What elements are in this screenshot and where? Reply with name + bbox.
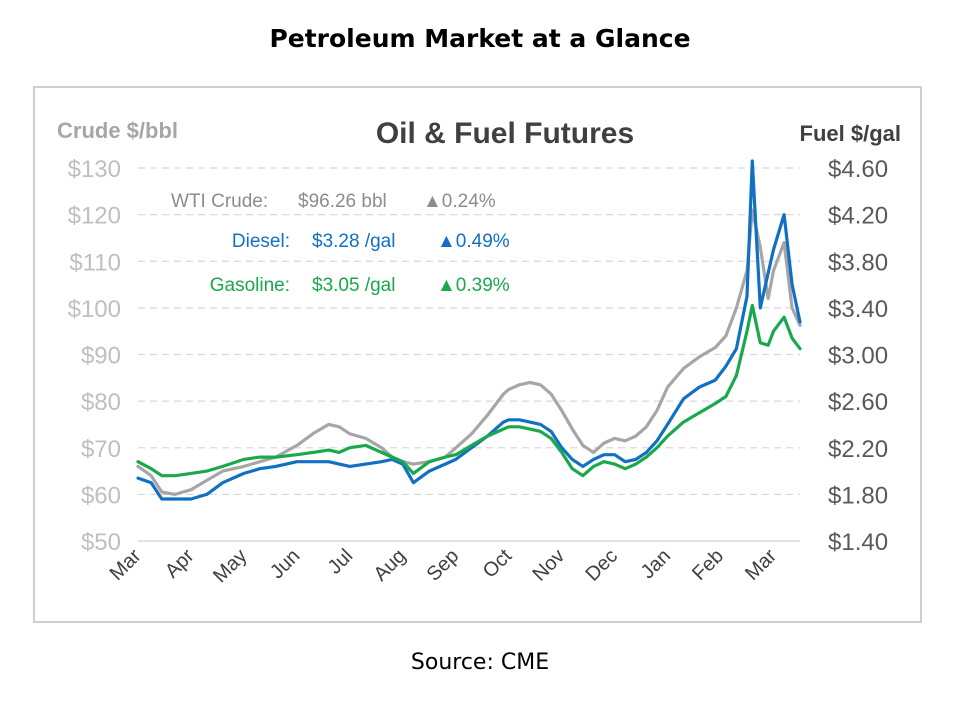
x-tick-label: Jul: [324, 545, 358, 579]
y-right-tick-label: $1.40: [828, 529, 888, 556]
x-tick-label: Nov: [529, 545, 570, 586]
y-right-ticks: $1.40 $1.80 $2.20 $2.60 $3.00 $3.40 $3.80 $4.20…: [828, 156, 888, 556]
x-axis-ticks: Mar Apr May Jun Jul Aug Sep Oct Nov Dec Jan Feb Mar: [106, 545, 782, 588]
x-tick-label: Oct: [479, 545, 517, 583]
x-tick-label: Mar: [741, 545, 781, 585]
x-tick-label: Jun: [266, 545, 304, 583]
x-tick-label: May: [209, 545, 251, 587]
annotation-diesel-value: $3.28 /gal: [312, 231, 395, 252]
page-title: Petroleum Market at a Glance: [269, 24, 691, 53]
chart-title: Oil & Fuel Futures: [376, 117, 634, 150]
gasoline-series-line: [136, 303, 802, 478]
source-note: Source: CME: [410, 650, 550, 675]
x-tick-label: Dec: [581, 545, 622, 586]
y-right-tick-label: $4.20: [828, 203, 888, 230]
crude-series-line: [136, 208, 802, 496]
annotation-crude-change: ▲0.24%: [423, 191, 496, 212]
x-tick-label: Jan: [637, 545, 675, 583]
x-tick-label: Sep: [423, 545, 464, 586]
y-right-tick-label: $3.80: [828, 249, 888, 276]
y-right-tick-label: $4.60: [828, 156, 888, 183]
y-left-tick-label: $100: [68, 296, 121, 323]
annotation-gasoline-value: $3.05 /gal: [312, 275, 395, 296]
y-left-tick-label: $110: [69, 249, 121, 276]
annotation-diesel-change: ▲0.49%: [437, 231, 510, 252]
annotation-crude: WTI Crude: $96.26 bbl ▲0.24%: [171, 191, 496, 212]
y-right-tick-label: $1.80: [828, 482, 888, 509]
x-tick-label: Feb: [688, 545, 728, 585]
annotation-crude-label: WTI Crude:: [171, 191, 268, 212]
y-left-tick-label: $130: [68, 156, 121, 183]
chart-frame: Oil & Fuel Futures Crude $/bbl Fuel $/ga…: [33, 86, 922, 623]
y-left-tick-label: $80: [81, 389, 121, 416]
y-right-tick-label: $2.20: [828, 436, 888, 463]
annotation-gasoline: Gasoline: $3.05 /gal ▲0.39%: [210, 275, 510, 296]
y-left-axis-label: Crude $/bbl: [57, 118, 178, 143]
x-tick-label: Apr: [161, 545, 199, 583]
x-tick-label: Aug: [370, 545, 411, 586]
y-left-tick-label: $70: [81, 436, 121, 463]
y-left-tick-label: $90: [81, 343, 121, 370]
diesel-series-line: [136, 159, 802, 501]
y-right-tick-label: $3.40: [828, 296, 888, 323]
y-left-tick-label: $50: [81, 529, 121, 556]
oil-fuel-futures-chart: Oil & Fuel Futures Crude $/bbl Fuel $/ga…: [57, 117, 901, 588]
annotation-diesel-label: Diesel:: [232, 231, 290, 252]
y-left-ticks: $50 $60 $70 $80 $90 $100 $110 $120 $130: [68, 156, 121, 556]
annotation-crude-value: $96.26 bbl: [298, 191, 387, 212]
y-right-tick-label: $2.60: [828, 389, 888, 416]
annotation-diesel: Diesel: $3.28 /gal ▲0.49%: [232, 231, 510, 252]
y-right-tick-label: $3.00: [828, 343, 888, 370]
annotation-gasoline-change: ▲0.39%: [437, 275, 510, 296]
y-right-axis-label: Fuel $/gal: [800, 121, 901, 146]
y-left-tick-label: $120: [68, 203, 121, 230]
annotation-gasoline-label: Gasoline:: [210, 275, 290, 296]
y-left-tick-label: $60: [81, 482, 121, 509]
series-lines: [136, 159, 802, 501]
